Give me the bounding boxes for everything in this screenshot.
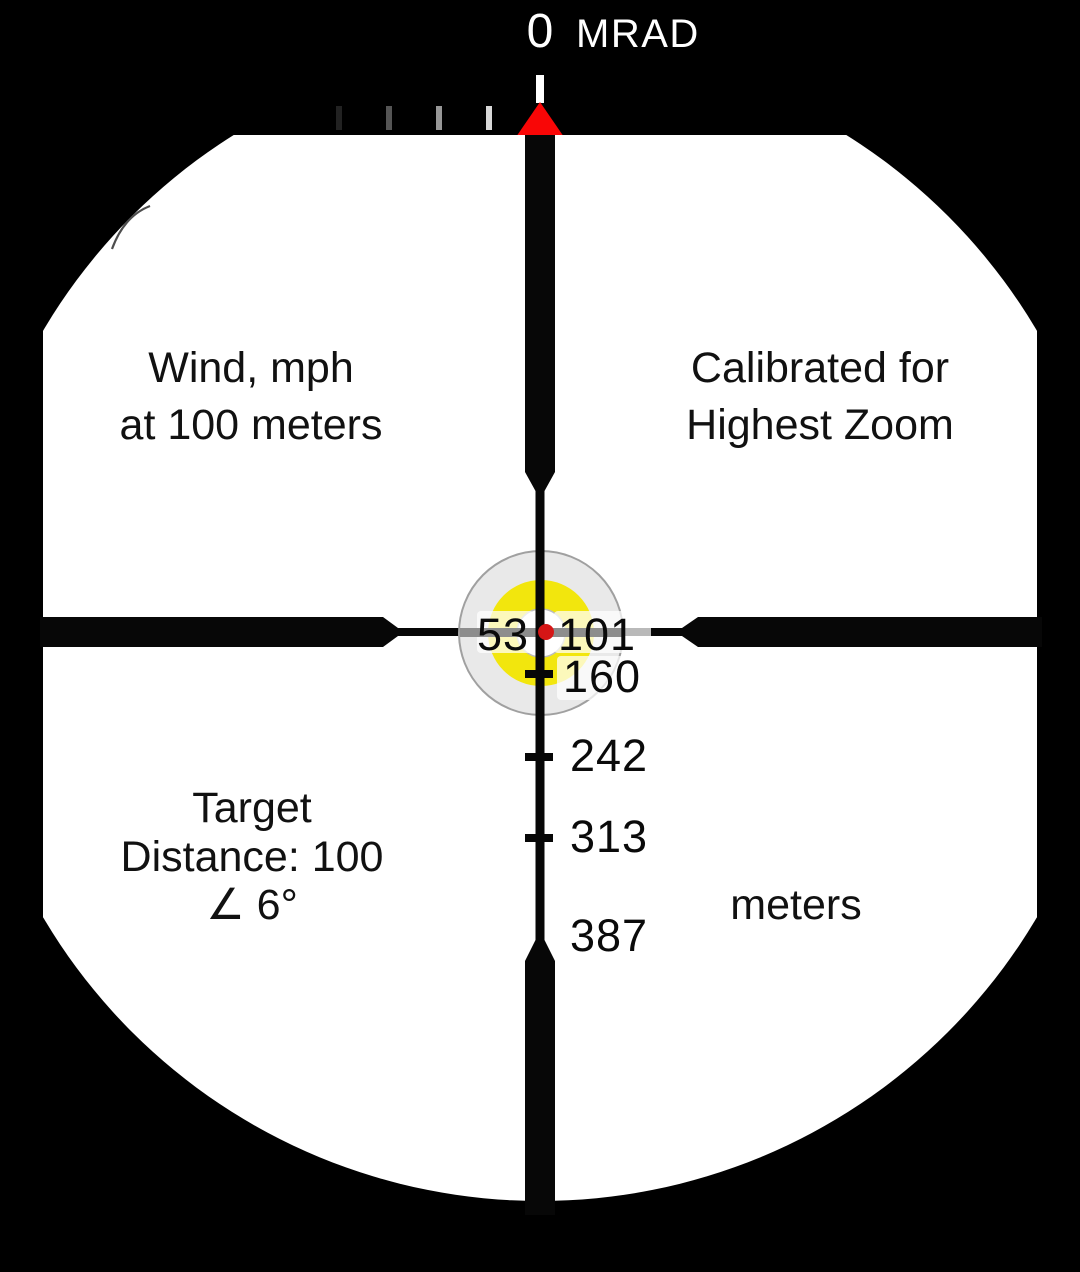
target-center-dot: [538, 624, 554, 640]
wind-scale-tick-1: [336, 106, 342, 130]
wind-pointer-icon: [516, 102, 564, 137]
wind-scale-zero-tick: [536, 75, 544, 103]
unit-label: meters: [730, 881, 861, 929]
turret-unit-label: MRAD: [576, 12, 700, 56]
drop-value-242: 242: [570, 730, 648, 781]
target-info-line2: Distance: 100: [121, 833, 384, 881]
center-left-value: 53: [477, 609, 529, 660]
lens-flare-arc-icon: [110, 204, 151, 250]
label-bg-drop-160: [557, 656, 657, 700]
drop-value-313: 313: [570, 811, 648, 862]
drop-value-387: 387: [570, 910, 648, 961]
center-right-value: 101: [558, 609, 636, 660]
wind-scale-tick-2: [386, 106, 392, 130]
calibration-label-line2: Highest Zoom: [686, 401, 954, 449]
wind-scale-tick-4: [486, 106, 492, 130]
wind-label-line1: Wind, mph: [148, 344, 354, 392]
wind-scale: [336, 75, 544, 130]
target-info-line3: ∠ 6°: [206, 881, 298, 929]
calibration-label-line1: Calibrated for: [691, 344, 949, 392]
turret-value-label: 0: [527, 5, 554, 58]
wind-label-line2: at 100 meters: [120, 401, 383, 449]
drop-value-160: 160: [563, 651, 641, 702]
target-info-line1: Target: [192, 784, 312, 832]
reticle-vertical-line: [525, 135, 555, 1215]
wind-scale-tick-3: [436, 106, 442, 130]
